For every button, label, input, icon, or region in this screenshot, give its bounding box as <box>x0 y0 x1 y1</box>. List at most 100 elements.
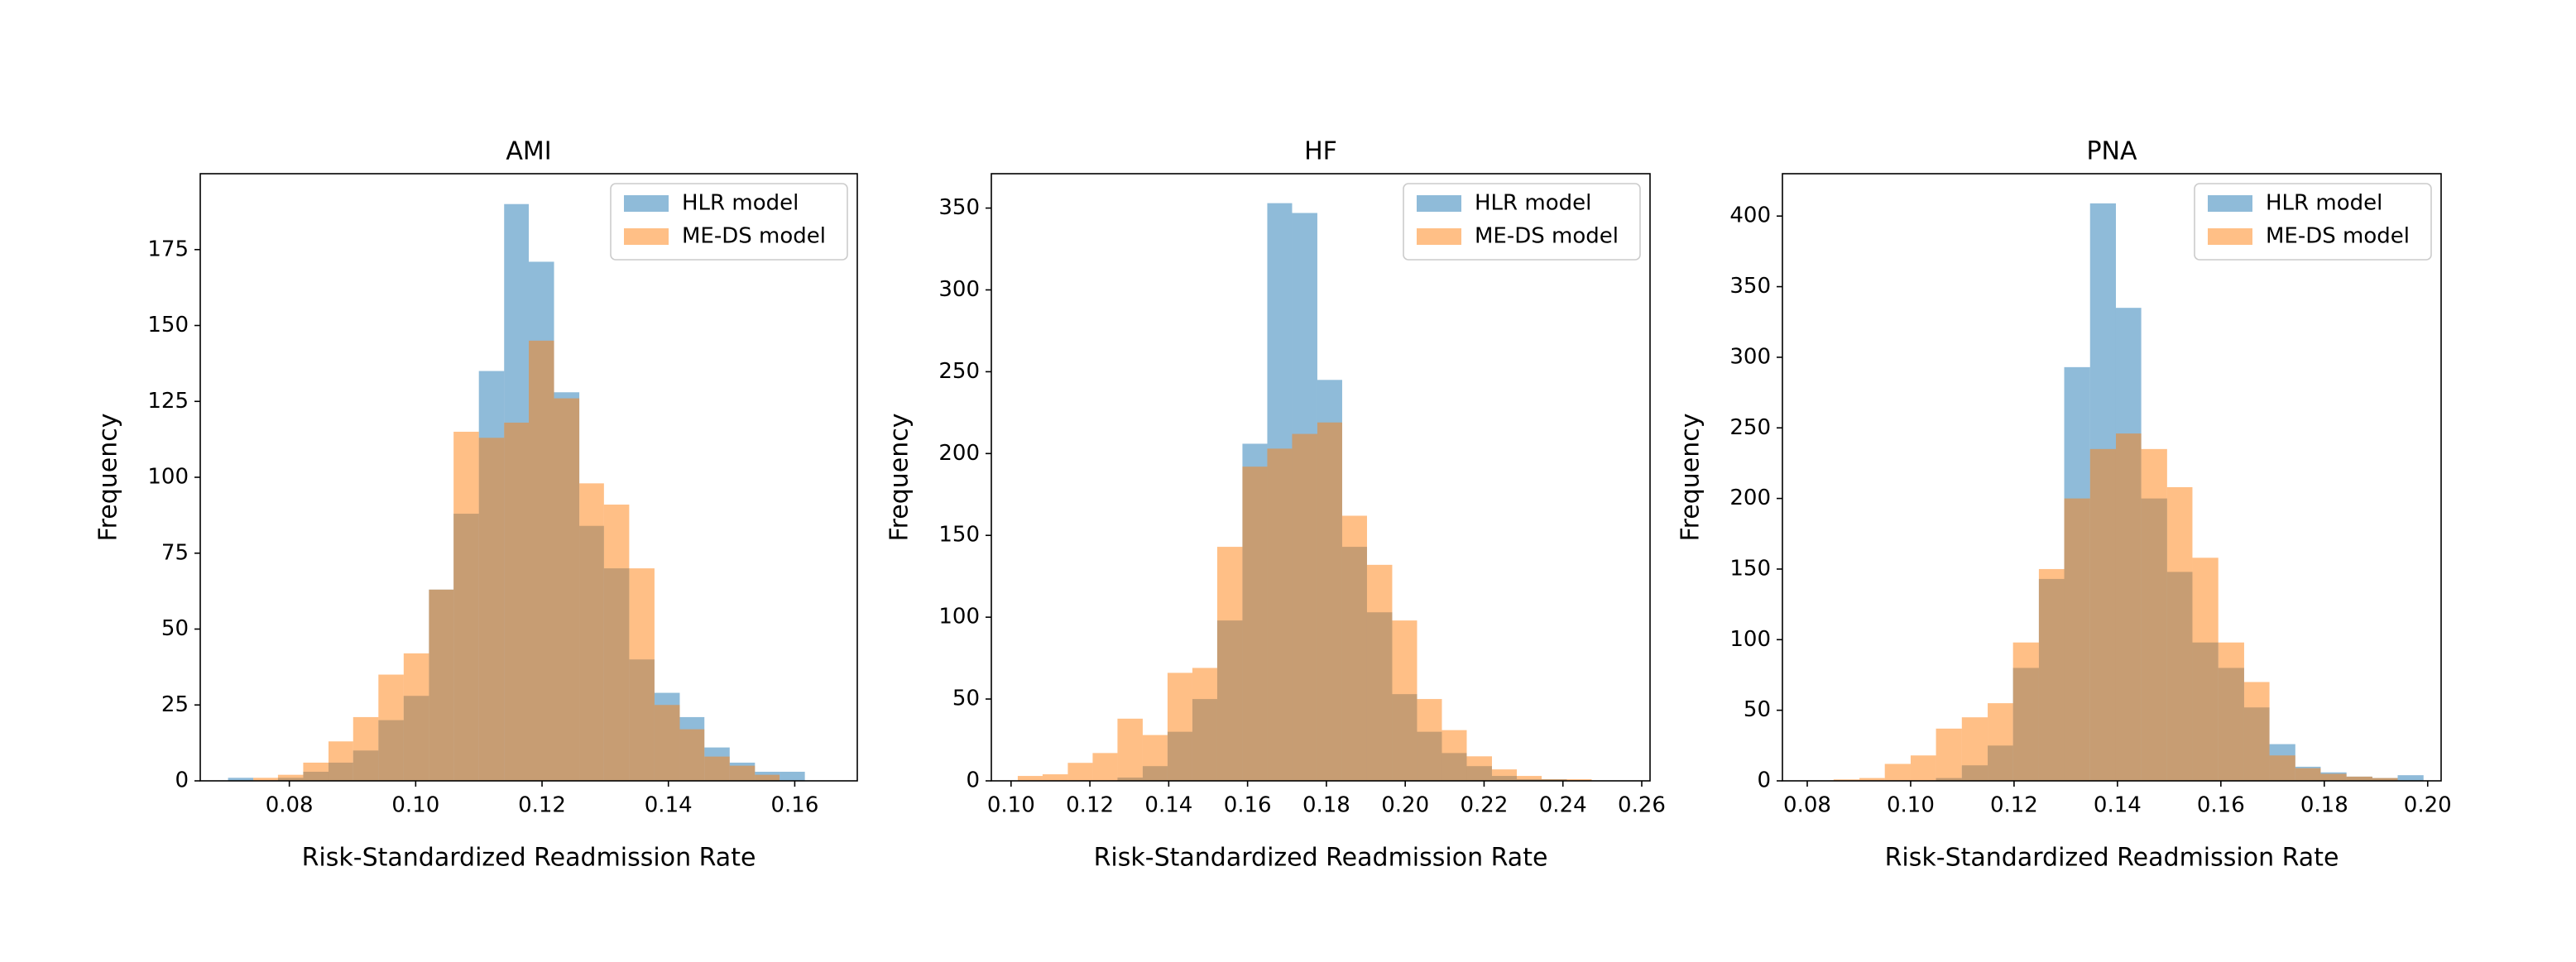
bar <box>1988 703 2013 781</box>
bar <box>2012 642 2039 781</box>
bar <box>679 729 705 781</box>
legend-box <box>610 183 848 261</box>
bar <box>1092 753 1118 781</box>
legend-swatch <box>1417 228 1461 245</box>
x-tick-label: 0.24 <box>1539 793 1587 818</box>
bar <box>755 774 780 781</box>
y-tick-label: 250 <box>1729 415 1771 440</box>
y-tick-label: 100 <box>1729 627 1771 652</box>
bar <box>1884 763 1911 781</box>
y-tick-label: 25 <box>161 692 189 717</box>
bar <box>629 568 655 781</box>
y-tick-label: 150 <box>1729 556 1771 581</box>
y-tick-label: 200 <box>1729 486 1771 510</box>
legend: HLR model ME-DS model <box>610 183 848 261</box>
y-tick-label: 150 <box>147 313 189 337</box>
bar <box>303 762 329 781</box>
y-tick-label: 50 <box>1744 697 1771 722</box>
panel: 0.10 0.12 0.14 0.16 0.18 0.20 0.22 0.24 0.26 0 50 1… <box>885 137 1666 873</box>
bar <box>2141 448 2167 781</box>
bar <box>1117 718 1143 781</box>
y-tick-label: 125 <box>147 389 189 414</box>
plot-frame <box>991 173 1651 782</box>
legend-swatch <box>2208 195 2252 212</box>
bar <box>729 765 756 781</box>
bar <box>1859 778 1885 781</box>
bar <box>2038 568 2065 781</box>
bar <box>1142 735 1168 781</box>
y-tick-label: 0 <box>966 768 980 793</box>
x-tick-label: 0.20 <box>2404 793 2452 818</box>
chart-title: HF <box>1304 137 1337 166</box>
bar <box>1017 776 1043 781</box>
bar <box>1242 467 1268 781</box>
bar <box>2115 433 2142 781</box>
y-tick-label: 50 <box>161 616 189 641</box>
y-tick-label: 75 <box>161 540 189 565</box>
y-axis-label: Frequency <box>885 414 914 542</box>
bar <box>1392 620 1418 781</box>
x-tick-label: 0.08 <box>266 793 314 818</box>
legend-label: ME-DS model <box>1475 224 1619 249</box>
legend: HLR model ME-DS model <box>2194 183 2432 261</box>
bar <box>1067 763 1093 781</box>
bar <box>1267 448 1293 781</box>
legend-swatch <box>624 228 669 245</box>
x-tick-label: 0.10 <box>391 793 439 818</box>
y-tick-label: 400 <box>1729 203 1771 228</box>
x-tick-label: 0.18 <box>2300 793 2348 818</box>
bar <box>403 653 429 781</box>
bar <box>654 705 680 781</box>
bar <box>2064 498 2090 781</box>
legend-swatch <box>624 195 669 212</box>
bar <box>780 771 805 781</box>
y-tick-label: 200 <box>938 441 980 466</box>
y-tick-label: 300 <box>1729 344 1771 369</box>
panel: 0.08 0.10 0.12 0.14 0.16 0 25 50 75 100 125 150 175 A… <box>94 137 858 873</box>
plot-frame <box>1782 173 2442 782</box>
y-axis-label: Frequency <box>94 414 123 542</box>
bar <box>1910 755 1936 781</box>
x-axis-label: Risk-Standardized Readmission Rate <box>1094 844 1548 873</box>
bar <box>554 398 580 781</box>
bar <box>1167 672 1192 781</box>
y-tick-label: 150 <box>938 523 980 548</box>
x-tick-label: 0.10 <box>987 793 1035 818</box>
bar <box>1366 564 1393 781</box>
bar <box>1292 433 1317 781</box>
bar <box>1516 776 1542 781</box>
y-tick-label: 0 <box>1757 768 1771 793</box>
chart-title: AMI <box>506 137 551 166</box>
x-tick-label: 0.12 <box>1990 793 2038 818</box>
legend-label: HLR model <box>1475 191 1591 216</box>
y-tick-label: 350 <box>1729 274 1771 299</box>
bar <box>253 778 278 781</box>
x-tick-label: 0.18 <box>1302 793 1350 818</box>
bar <box>1417 699 1442 781</box>
x-tick-label: 0.22 <box>1461 793 1509 818</box>
bar <box>2218 642 2244 781</box>
bar <box>1466 756 1492 781</box>
bar <box>2397 775 2424 781</box>
x-tick-label: 0.26 <box>1618 793 1666 818</box>
bar <box>378 674 404 781</box>
bar <box>2243 682 2270 781</box>
legend-swatch <box>2208 228 2252 245</box>
bar <box>1542 779 1567 781</box>
x-tick-label: 0.16 <box>1224 793 1272 818</box>
bar <box>353 716 379 781</box>
bar <box>2372 778 2398 781</box>
legend-swatch <box>1417 195 1461 212</box>
legend-label: HLR model <box>2266 191 2382 216</box>
x-tick-label: 0.08 <box>1783 793 1831 818</box>
legend: HLR model ME-DS model <box>1403 183 1641 261</box>
y-tick-label: 175 <box>147 237 189 261</box>
legend-label: ME-DS model <box>682 224 826 249</box>
bar <box>1936 728 1962 781</box>
bar <box>2295 768 2321 781</box>
legend-label: HLR model <box>682 191 799 216</box>
bar <box>1216 547 1243 781</box>
x-tick-label: 0.12 <box>518 793 566 818</box>
chart-title: PNA <box>2086 137 2137 166</box>
